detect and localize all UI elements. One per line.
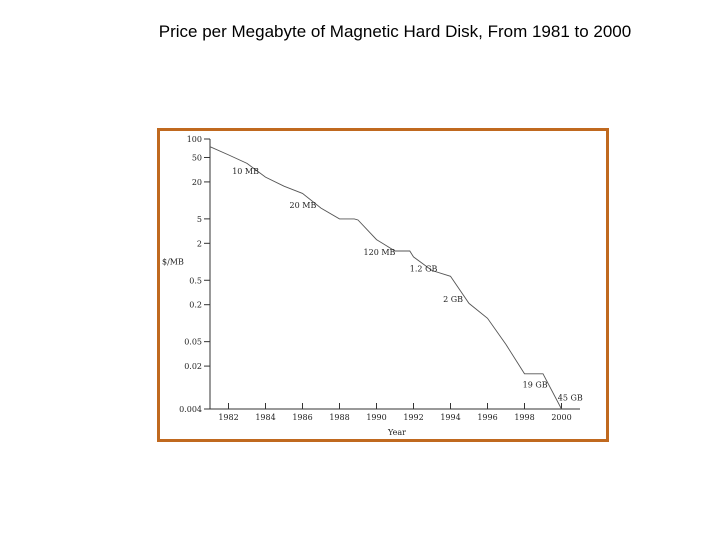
x-tick-label: 1982 (218, 413, 238, 422)
annotation-layer: 10 MB 20 MB 120 MB 1.2 GB 2 GB 19 GB 45 GB (232, 167, 583, 403)
chart-frame: 100 50 20 5 2 0.5 0.2 0.05 0.02 0.004 1982 1984 198… (157, 128, 609, 442)
y-tick-label: 0.02 (184, 362, 202, 371)
y-tick-label: 5 (197, 215, 202, 224)
y-tick-label: 100 (187, 135, 202, 144)
capacity-label: 19 GB (523, 380, 548, 389)
x-tick-label: 1990 (366, 413, 386, 422)
x-tick-label: 1994 (440, 413, 460, 422)
y-tick-label: 50 (192, 153, 202, 162)
x-axis-label: Year (387, 428, 406, 437)
y-axis-label: $/MB (162, 258, 184, 267)
y-tick-label: 0.004 (179, 405, 202, 414)
y-tick-label: 0.5 (189, 276, 202, 285)
x-tick-label: 1996 (477, 413, 497, 422)
capacity-label: 45 GB (558, 394, 583, 403)
x-tick-label: 1998 (514, 413, 534, 422)
capacity-label: 1.2 GB (410, 264, 438, 273)
x-ticks: 1982 1984 1986 1988 1990 1992 1994 1996 1998 2000 (218, 403, 572, 422)
y-tick-label: 0.05 (184, 338, 202, 347)
chart-axes (209, 139, 580, 410)
capacity-label: 120 MB (364, 248, 396, 257)
series-line (209, 146, 562, 410)
capacity-label: 2 GB (443, 295, 463, 304)
x-tick-label: 1986 (292, 413, 312, 422)
capacity-label: 20 MB (290, 201, 317, 210)
y-tick-label: 2 (197, 239, 202, 248)
x-tick-label: 1988 (329, 413, 349, 422)
y-tick-label: 0.2 (189, 301, 202, 310)
y-ticks: 100 50 20 5 2 0.5 0.2 0.05 0.02 0.004 (179, 135, 210, 414)
y-tick-label: 20 (192, 178, 202, 187)
x-tick-label: 1992 (403, 413, 423, 422)
series-layer (209, 146, 562, 410)
x-tick-label: 1984 (255, 413, 275, 422)
slide-title: Price per Megabyte of Magnetic Hard Disk… (158, 22, 632, 41)
capacity-label: 10 MB (232, 167, 259, 176)
x-tick-label: 2000 (551, 413, 571, 422)
